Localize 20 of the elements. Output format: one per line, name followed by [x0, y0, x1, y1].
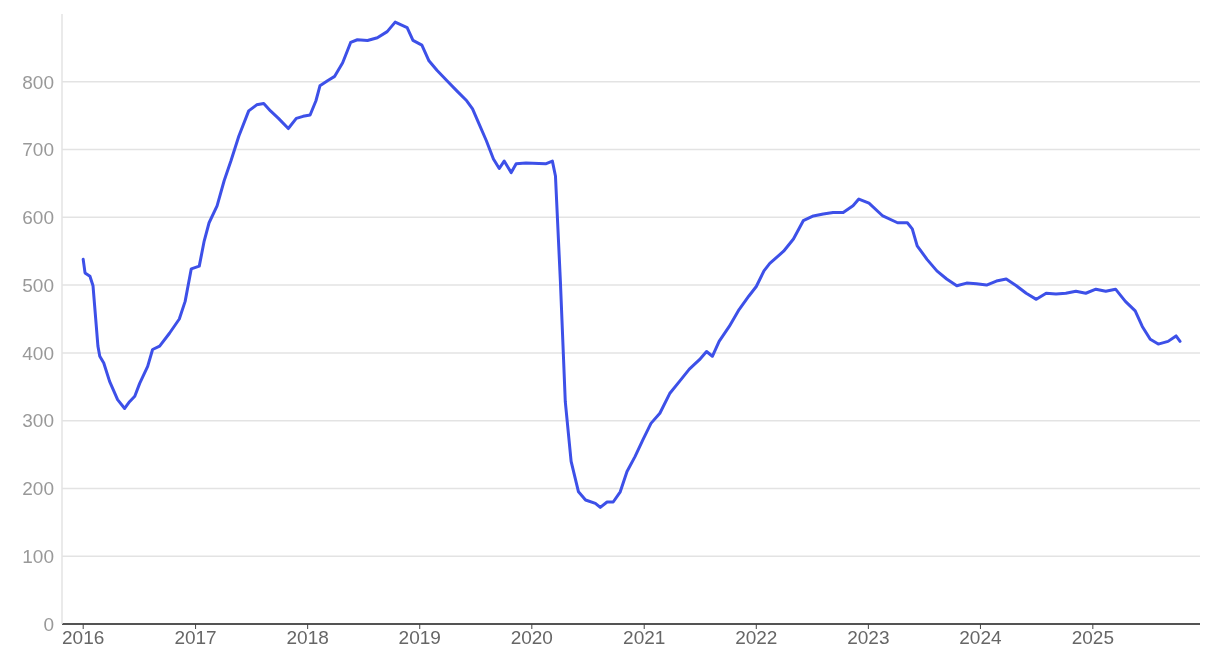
- x-tick-label: 2021: [623, 627, 666, 649]
- x-tick-label: 2019: [398, 627, 441, 649]
- y-tick-label: 700: [22, 139, 54, 161]
- y-tick-label: 500: [22, 274, 54, 296]
- y-tick-label: 400: [22, 342, 54, 364]
- y-tick-label: 300: [22, 410, 54, 432]
- x-tick-label: 2017: [174, 627, 217, 649]
- y-tick-label: 800: [22, 71, 54, 93]
- x-tick-label: 2016: [62, 627, 105, 649]
- x-tick-label: 2025: [1071, 627, 1114, 649]
- x-tick-label: 2020: [510, 627, 553, 649]
- y-tick-label: 0: [43, 613, 54, 635]
- x-tick-label: 2024: [959, 627, 1003, 649]
- x-tick-label: 2022: [735, 627, 778, 649]
- y-tick-label: 600: [22, 207, 54, 229]
- x-tick-label: 2018: [286, 627, 329, 649]
- line-series: [81, 20, 1182, 509]
- y-tick-label: 100: [22, 545, 54, 567]
- x-tick-label: 2023: [847, 627, 890, 649]
- y-tick-label: 200: [22, 478, 54, 500]
